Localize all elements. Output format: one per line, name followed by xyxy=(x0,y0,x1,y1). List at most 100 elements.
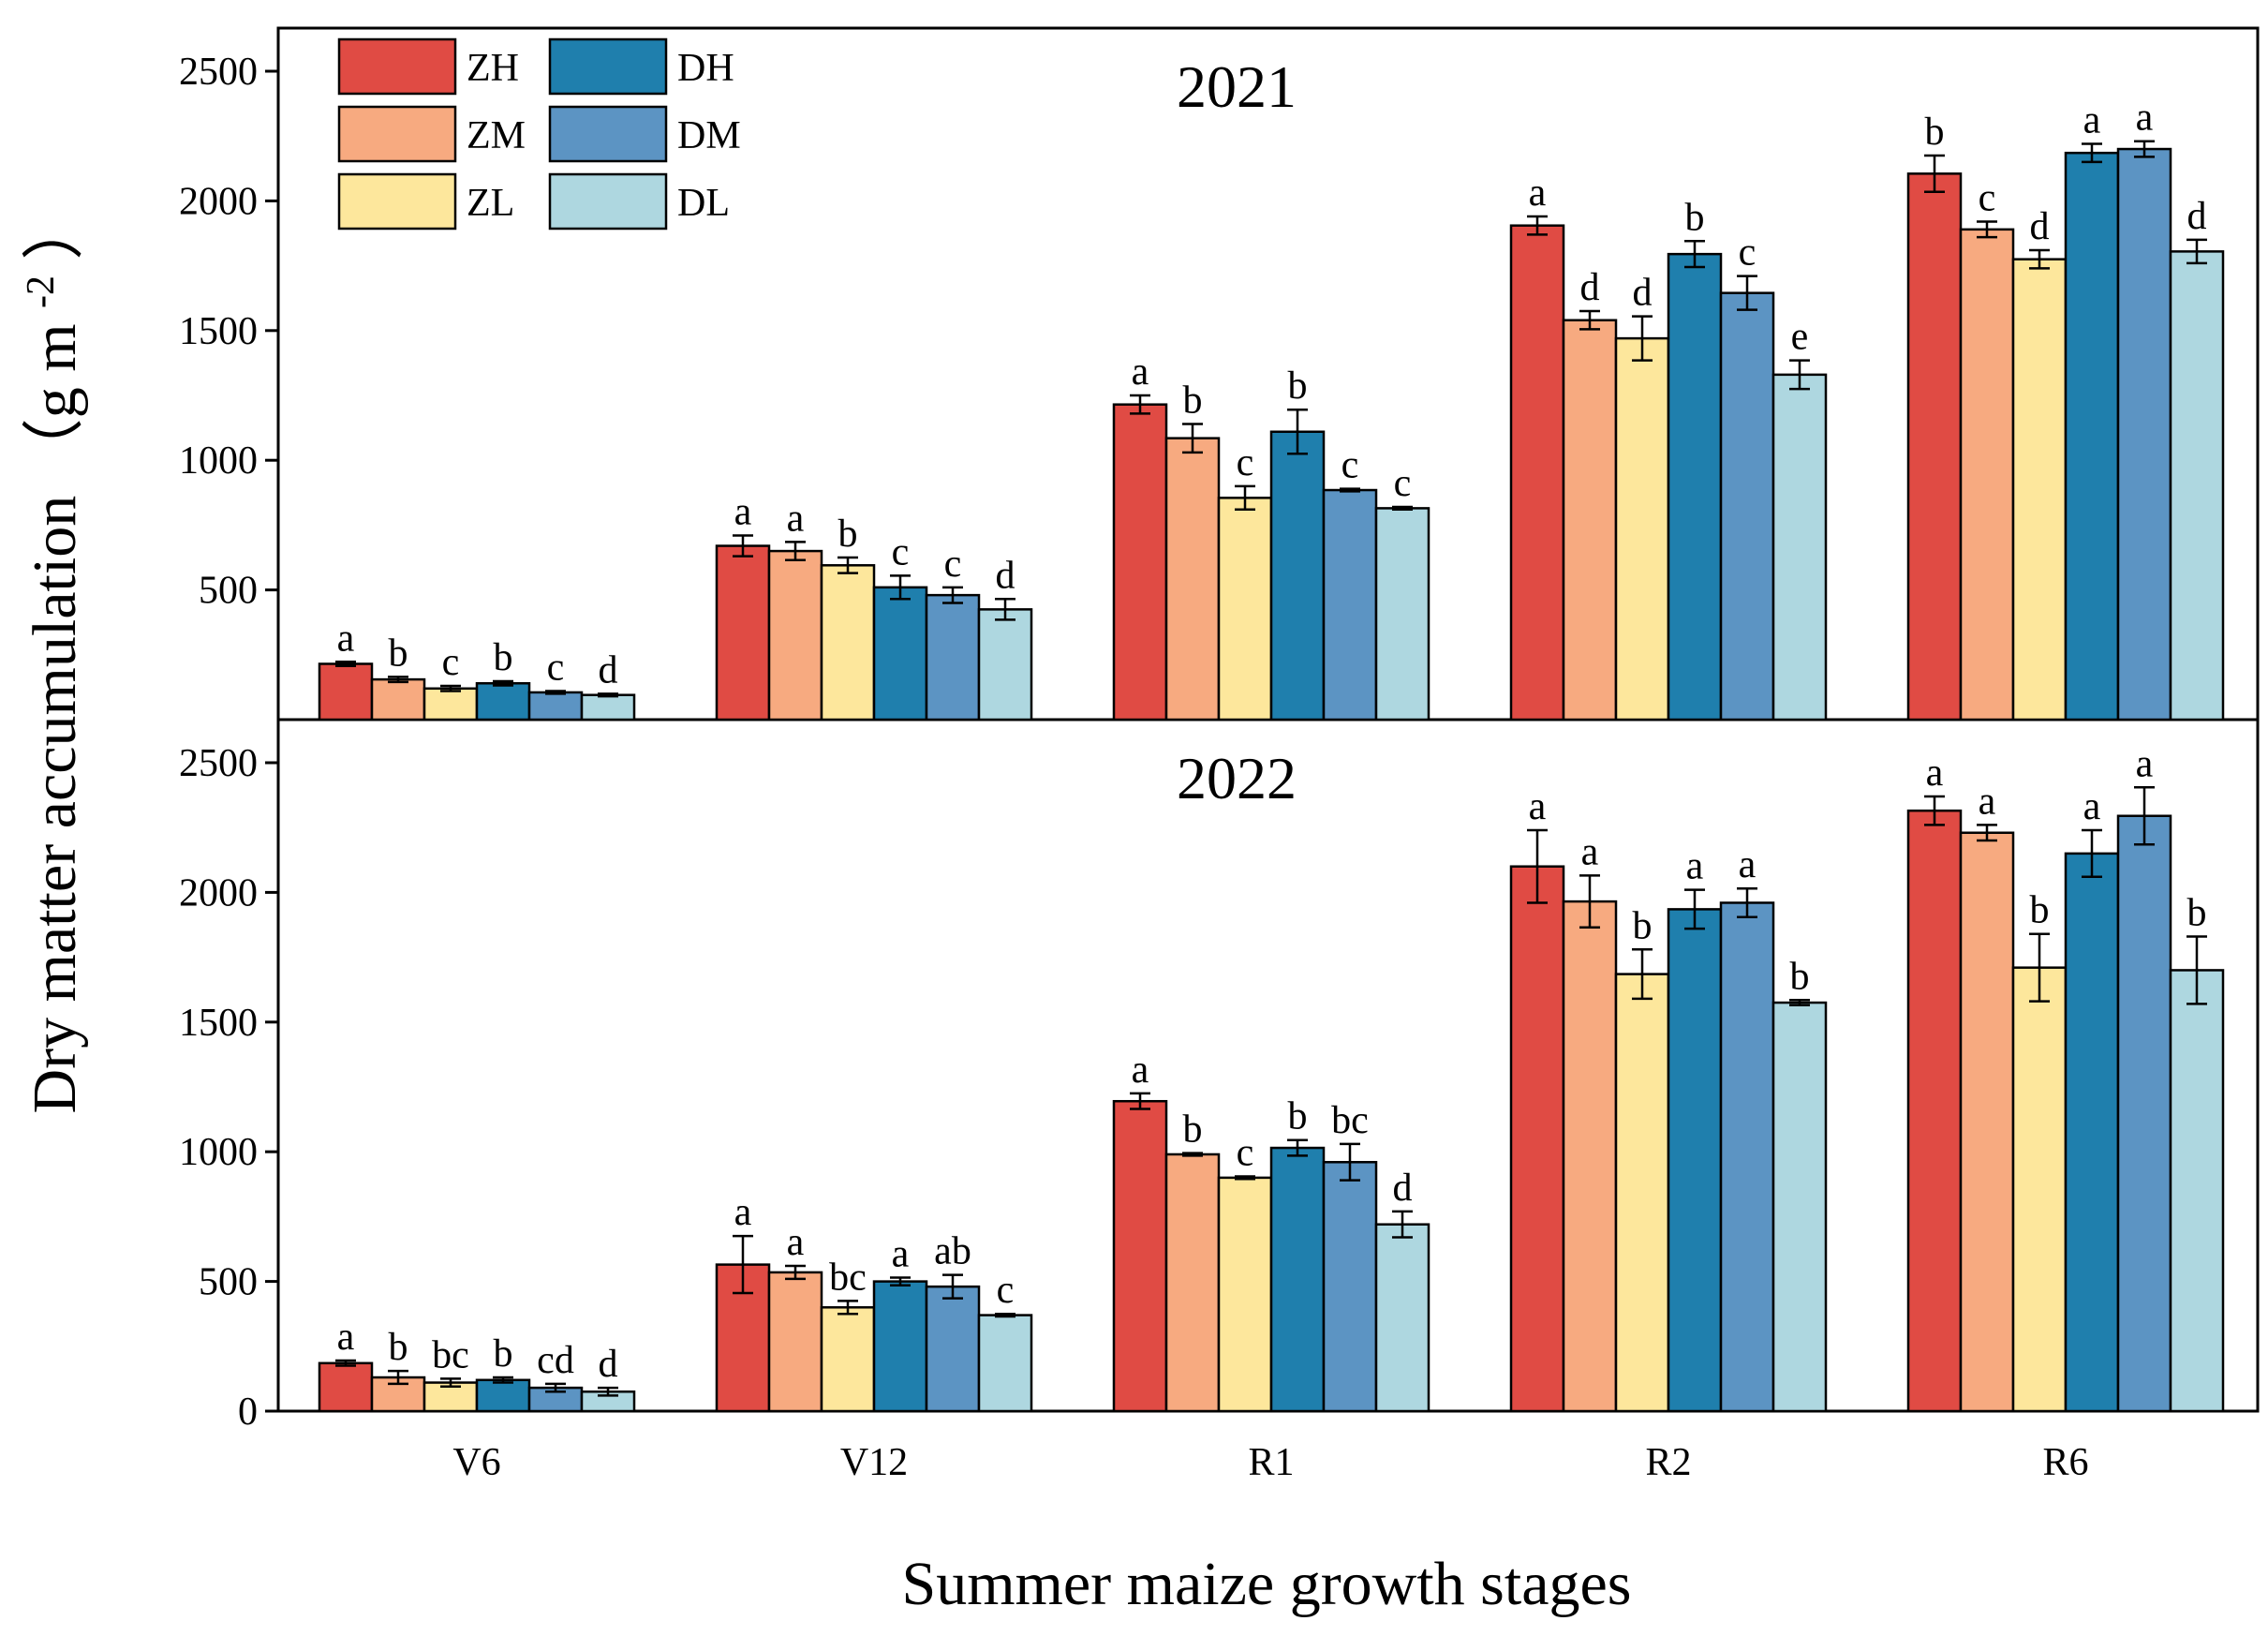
bar-ZH xyxy=(1906,809,1963,1413)
significance-letter: c xyxy=(1739,231,1757,275)
bar-ZH xyxy=(1112,403,1168,721)
error-bar xyxy=(1632,948,1653,1001)
significance-letter: a xyxy=(892,1232,910,1275)
bar-DM xyxy=(2116,147,2172,721)
error-bar xyxy=(1287,408,1308,455)
significance-letter: a xyxy=(1581,830,1599,873)
significance-letter: a xyxy=(2083,99,2101,142)
bar-ZL xyxy=(1614,973,1670,1413)
bar-ZH xyxy=(1509,865,1565,1413)
x-tick-label: V6 xyxy=(452,1441,500,1484)
bar-DM xyxy=(2116,814,2172,1413)
error-bar xyxy=(1737,886,1757,918)
bar-ZH xyxy=(1112,1099,1168,1413)
legend-label-DM: DM xyxy=(677,114,741,157)
bar-ZL xyxy=(2011,966,2068,1413)
bar-DH xyxy=(1667,908,1723,1413)
bar-DH xyxy=(1269,1146,1326,1413)
significance-letter: d xyxy=(1580,266,1600,309)
error-bar xyxy=(890,1276,911,1287)
significance-letter: d xyxy=(2187,195,2207,238)
x-tick-label: R6 xyxy=(2042,1441,2088,1484)
error-bar xyxy=(942,1273,963,1300)
bar-DM xyxy=(1322,1161,1378,1413)
bar-DL xyxy=(1374,1223,1430,1413)
significance-letter: b xyxy=(1288,364,1308,408)
bar-ZM xyxy=(370,677,426,721)
legend-label-ZM: ZM xyxy=(467,114,526,157)
bar-ZM xyxy=(1164,437,1221,721)
bar-DH xyxy=(1269,430,1326,721)
error-bar xyxy=(995,598,1015,621)
error-bar xyxy=(733,534,753,558)
axis-labels: Summer maize growth stages Dry matter ac… xyxy=(20,198,1631,1618)
error-bar xyxy=(1789,999,1810,1007)
bar-ZL xyxy=(820,564,876,721)
significance-letter: c xyxy=(997,1269,1015,1312)
significance-letter: bc xyxy=(432,1333,469,1376)
error-bar xyxy=(2186,238,2207,265)
error-bar xyxy=(1684,240,1705,269)
significance-letter: b xyxy=(1288,1095,1308,1138)
significance-letter: a xyxy=(734,1191,752,1234)
bar-ZL xyxy=(2011,258,2068,721)
error-bar xyxy=(388,1369,408,1386)
significance-letter: b xyxy=(389,1326,408,1369)
bar-DH xyxy=(2064,151,2120,721)
significance-letter: d xyxy=(2030,205,2050,248)
bar-ZM xyxy=(767,549,823,721)
bar-DH xyxy=(872,1280,928,1413)
bar-DM xyxy=(925,593,981,721)
bar-DL xyxy=(2169,250,2225,721)
significance-letter: b xyxy=(838,513,858,556)
error-bar xyxy=(733,1234,753,1295)
significance-letter: cd xyxy=(537,1339,574,1382)
bar-DH xyxy=(1667,252,1723,721)
bar-ZL xyxy=(1217,497,1273,721)
error-bar xyxy=(598,692,618,698)
error-bar xyxy=(545,1382,566,1393)
significance-letter: c xyxy=(1979,177,1996,220)
bar-ZL xyxy=(1614,336,1670,721)
significance-letter: a xyxy=(2136,742,2154,785)
error-bar xyxy=(1789,359,1810,391)
bar-DL xyxy=(1771,373,1828,721)
x-axis-label: Summer maize growth stages xyxy=(902,1550,1632,1618)
significance-letter: c xyxy=(1342,444,1359,487)
error-bar xyxy=(2082,142,2102,164)
bar-ZM xyxy=(1164,1153,1221,1413)
significance-letter: b xyxy=(1925,111,1945,154)
error-bar xyxy=(942,586,963,604)
significance-letter: a xyxy=(337,1316,355,1359)
bar-ZL xyxy=(422,687,479,721)
significance-letter: a xyxy=(1132,1049,1149,1092)
error-bar xyxy=(1392,505,1413,512)
y-tick-label: 1500 xyxy=(179,1002,258,1045)
significance-letter: b xyxy=(1183,1108,1203,1152)
x-tick-label: V12 xyxy=(840,1441,908,1484)
legend-swatch-ZM xyxy=(337,105,457,163)
bar-DH xyxy=(475,681,531,721)
error-bar xyxy=(440,1377,461,1388)
error-bar xyxy=(2029,248,2050,270)
significance-letter: c xyxy=(1237,1131,1254,1174)
error-bar xyxy=(493,1376,513,1384)
significance-letter: d xyxy=(996,554,1015,597)
significance-letter: b xyxy=(1183,379,1203,422)
y-axis-label-text: Dry matter accumulation xyxy=(21,496,89,1114)
y-tick-label: 2500 xyxy=(179,51,258,94)
bar-ZM xyxy=(1562,900,1618,1413)
error-bar xyxy=(1527,828,1548,904)
error-bar xyxy=(545,690,566,695)
x-tick-label: R1 xyxy=(1248,1441,1294,1484)
significance-letter: bc xyxy=(1331,1099,1369,1142)
bar-DM xyxy=(925,1285,981,1413)
bar-DL xyxy=(1374,507,1430,721)
error-bar xyxy=(1235,484,1255,512)
bar-DM xyxy=(1719,291,1775,721)
bar-ZM xyxy=(767,1271,823,1413)
legend: ZH ZM ZL DH DM DL xyxy=(337,37,741,231)
x-tick-label: R2 xyxy=(1645,1441,1691,1484)
